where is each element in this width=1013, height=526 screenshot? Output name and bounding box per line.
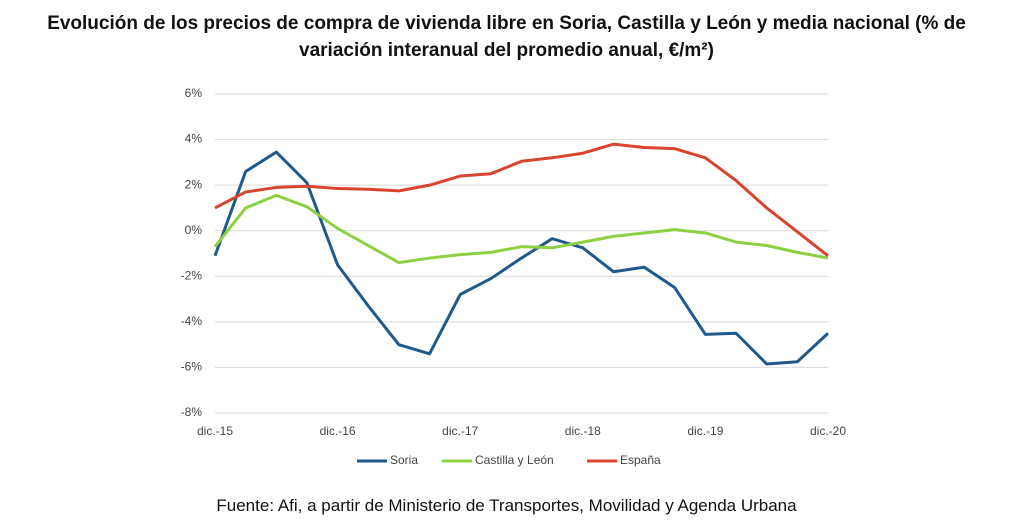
y-tick-label: 6% xyxy=(185,86,203,100)
series-line xyxy=(213,150,830,366)
y-tick-label: 2% xyxy=(185,177,203,191)
x-tick-label: dic.-16 xyxy=(320,424,356,438)
y-tick-label: 4% xyxy=(185,132,203,146)
y-tick-label: -2% xyxy=(181,268,203,282)
legend-label: España xyxy=(620,453,661,467)
y-tick-label: -8% xyxy=(181,405,203,419)
source-note: Fuente: Afi, a partir de Ministerio de T… xyxy=(216,496,797,515)
series-line xyxy=(213,193,829,265)
series-line xyxy=(214,142,829,257)
legend-label: Castilla y León xyxy=(475,453,554,467)
y-tick-label: 0% xyxy=(185,223,203,237)
chart-title: Evolución de los precios de compra de vi… xyxy=(47,13,966,61)
y-tick-label: -6% xyxy=(181,360,203,374)
x-tick-label: dic.-20 xyxy=(810,424,846,438)
x-tick-label: dic.-18 xyxy=(565,424,601,438)
x-tick-label: dic.-17 xyxy=(442,424,478,438)
y-tick-label: -4% xyxy=(181,314,203,328)
x-tick-label: dic.-19 xyxy=(687,424,723,438)
legend-label: Soria xyxy=(390,453,418,467)
x-tick-label: dic.-15 xyxy=(197,424,233,438)
